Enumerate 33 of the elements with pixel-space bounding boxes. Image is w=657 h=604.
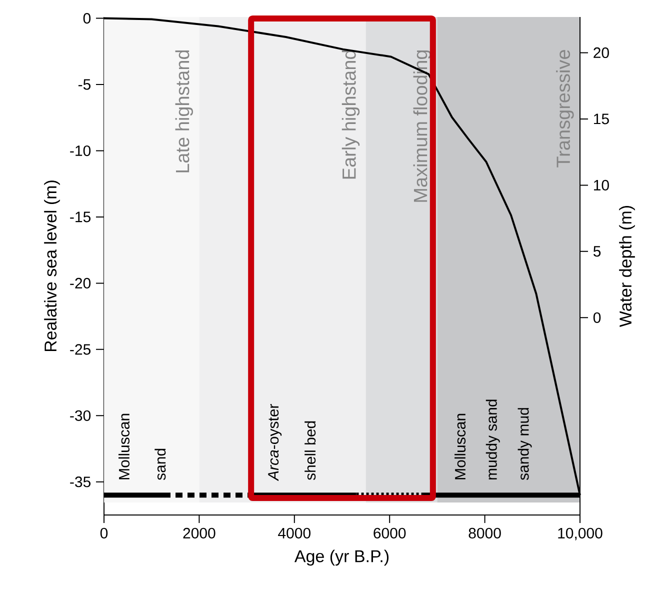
y-axis-title: Realative sea level (m) [44,180,60,352]
annotation: sand [154,448,166,480]
y-tick-label: 0 [83,13,91,24]
y2-axis-title: Water depth (m) [619,206,635,327]
x-tick-label: 2000 [183,528,216,538]
y-tick-label: -10 [70,145,91,156]
annotation: sandy mud [518,408,532,480]
y2-tick-label: 20 [594,47,609,58]
annotation: Molluscan [454,414,466,480]
y2-tick-label: 5 [593,246,601,257]
band-label: Early highstand [342,50,360,179]
annotation: Arca-oyster [268,404,282,482]
annotation: Molluscan [118,414,130,480]
y-tick-label: -35 [70,476,91,488]
x-tick-label: 0 [100,528,108,538]
y-tick-label: -25 [70,344,91,355]
x-axis-title: Age (yr B.P.) [294,550,389,566]
annotation: shell bed [304,421,316,480]
y-tick-label: -20 [70,278,91,289]
y-tick-label: -5 [78,79,91,90]
y-tick-label: -15 [70,212,91,222]
x-tick-label: 4000 [278,528,310,538]
y2-tick-label: 15 [594,114,609,124]
y2-tick-label: 0 [593,312,601,323]
y2-tick-label: 10 [594,180,609,190]
annotation: muddy sand [486,400,500,480]
band-label: Late highstand [175,50,193,172]
x-tick-label: 8000 [468,528,501,538]
band-label: Maximum flooding [413,50,431,202]
x-tick-label: 6000 [374,528,406,538]
x-tick-label: 10,000 [558,528,602,540]
y-tick-label: -30 [70,410,91,421]
band-label: Transgressive [556,50,574,168]
